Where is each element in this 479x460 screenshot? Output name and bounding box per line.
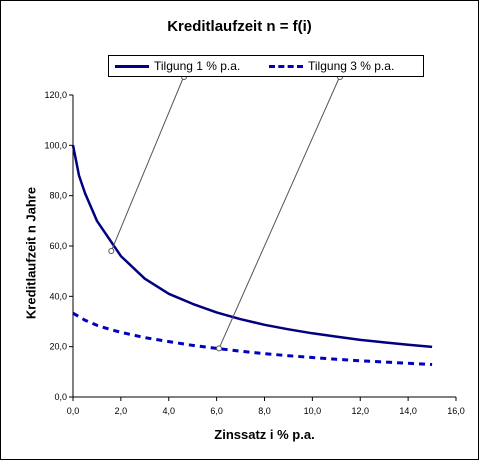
annotation-leader-line (110, 75, 185, 252)
y-tick-label: 100,0 (44, 140, 67, 150)
series-line-tilgung-1 (71, 145, 433, 349)
legend-swatch-tilgung-1 (115, 64, 149, 68)
annotation-target-point (216, 345, 223, 352)
legend-item-tilgung-3: Tilgung 3 % p.a. (269, 56, 394, 76)
x-axis-label: Zinssatz i % p.a. (214, 427, 315, 442)
y-tick-label: 20,0 (49, 342, 67, 352)
annotation-leader-line (218, 75, 341, 349)
legend-label-tilgung-3: Tilgung 3 % p.a. (308, 59, 395, 73)
x-tick-label: 6,0 (210, 406, 223, 416)
x-tick-label: 4,0 (162, 406, 175, 416)
annotation-target-point (108, 248, 115, 255)
x-tick-label: 14,0 (399, 406, 417, 416)
y-tick-label: 80,0 (49, 191, 67, 201)
chart-legend: Tilgung 1 % p.a. Tilgung 3 % p.a. (108, 55, 424, 77)
x-tick-label: 12,0 (351, 406, 369, 416)
y-axis-label: Kreditlaufzeit n Jahre (23, 186, 39, 320)
series-line-tilgung-3 (72, 311, 433, 366)
x-tick-label: 10,0 (304, 406, 322, 416)
y-tick-label: 40,0 (49, 291, 67, 301)
x-tick-label: 16,0 (447, 406, 465, 416)
y-tick-label: 0,0 (54, 392, 67, 402)
y-tick-label: 120,0 (44, 90, 67, 100)
legend-label-tilgung-1: Tilgung 1 % p.a. (154, 59, 241, 73)
legend-item-tilgung-1: Tilgung 1 % p.a. (115, 56, 240, 76)
y-tick-label: 60,0 (49, 241, 67, 251)
x-tick-label: 2,0 (115, 406, 128, 416)
x-tick-label: 8,0 (258, 406, 271, 416)
legend-swatch-tilgung-3 (269, 64, 303, 68)
x-tick-label: 0,0 (67, 406, 80, 416)
chart-title: Kreditlaufzeit n = f(i) (167, 18, 312, 35)
